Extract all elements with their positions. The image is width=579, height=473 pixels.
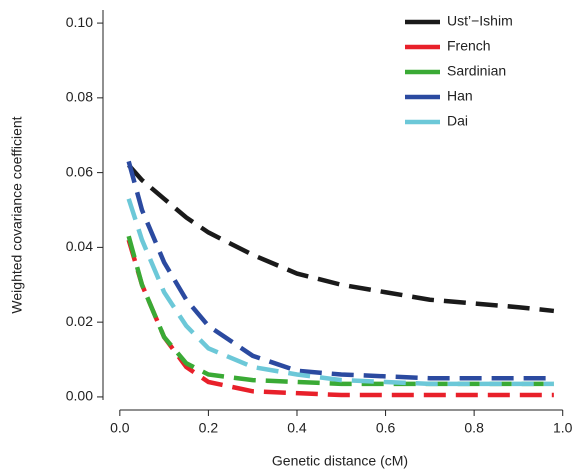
legend-label: French (447, 38, 491, 54)
legend-label: Dai (447, 113, 468, 129)
data-line (127, 163, 555, 314)
x-tick-label: 0.4 (287, 420, 307, 436)
x-tick-label: 0.2 (199, 420, 219, 436)
y-tick-label: 0.10 (66, 14, 93, 30)
y-tick-label: 0.04 (66, 238, 93, 254)
x-tick-label: 0.6 (376, 420, 396, 436)
y-tick-label: 0.06 (66, 163, 93, 179)
data-line (126, 239, 554, 398)
data-line (126, 235, 554, 387)
y-tick-label: 0.02 (66, 313, 93, 329)
y-axis-title: Weighted covariance coefficient (9, 116, 25, 313)
y-tick-label: 0.08 (66, 89, 93, 105)
x-tick-label: 0.8 (464, 420, 484, 436)
legend-label: Ust’−Ishim (447, 13, 513, 29)
x-tick-label: 1.0 (553, 420, 573, 436)
legend-label: Han (447, 88, 473, 104)
x-tick-label: 0.0 (110, 420, 130, 436)
legend-label: Sardinian (447, 63, 506, 79)
y-tick-label: 0.00 (66, 388, 93, 404)
data-line (126, 198, 554, 387)
x-axis-title: Genetic distance (cM) (272, 453, 408, 469)
data-line (126, 160, 554, 381)
